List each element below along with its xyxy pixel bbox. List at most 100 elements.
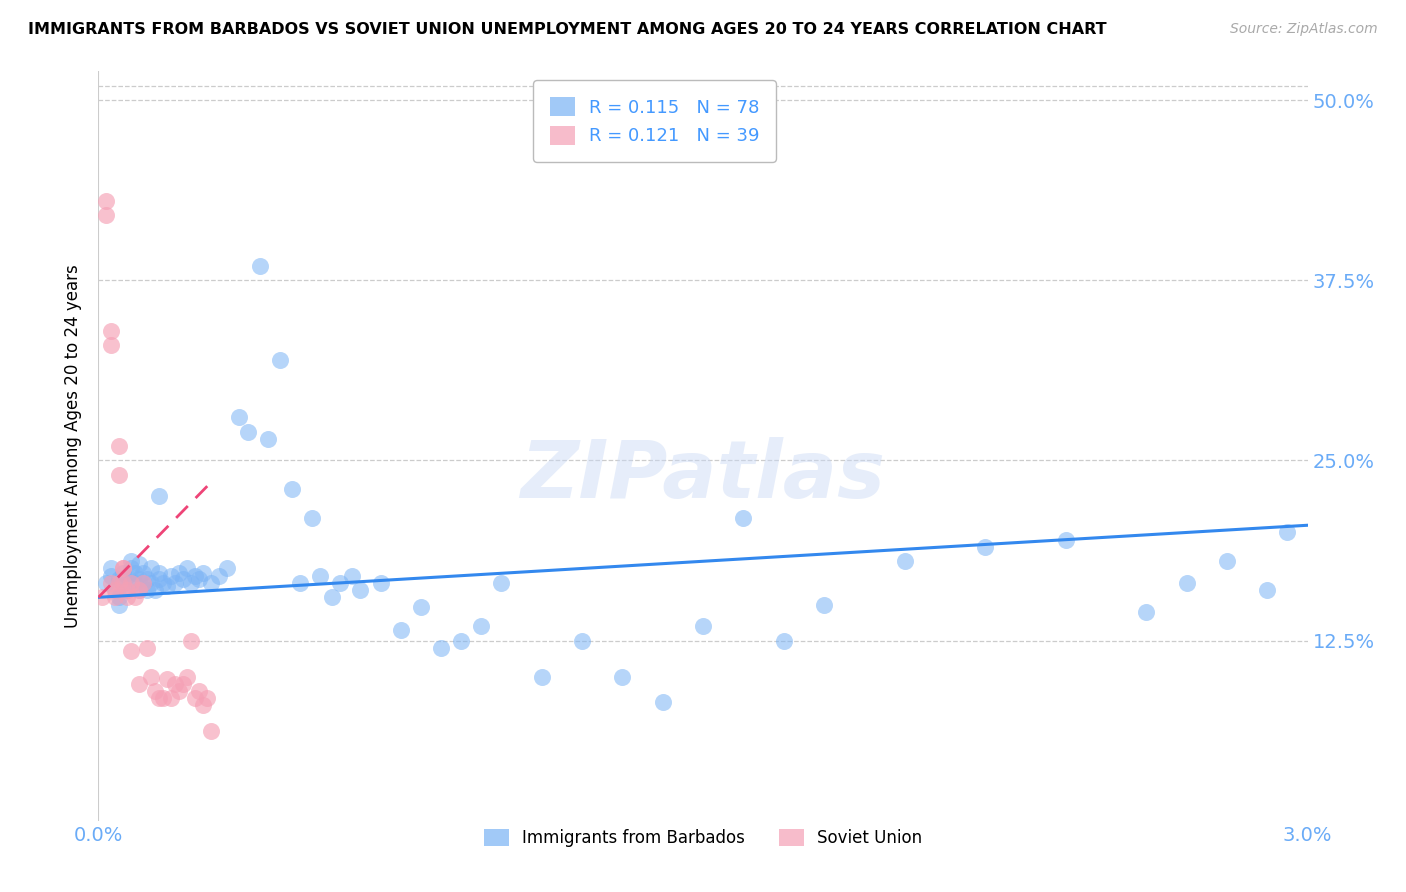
Point	[409, 600, 432, 615]
Point	[107, 467, 129, 482]
Point	[160, 691, 183, 706]
Point	[100, 568, 122, 582]
Point	[167, 684, 190, 698]
Point	[188, 572, 211, 586]
Point	[176, 669, 198, 683]
Point	[115, 568, 138, 582]
Point	[329, 575, 352, 590]
Point	[1256, 583, 1278, 598]
Point	[184, 691, 207, 706]
Point	[148, 566, 170, 580]
Point	[132, 575, 155, 590]
Point	[107, 572, 129, 586]
Point	[172, 572, 194, 586]
Point	[96, 209, 118, 223]
Point	[342, 568, 364, 582]
Point	[450, 633, 472, 648]
Point	[974, 540, 997, 554]
Point	[733, 511, 755, 525]
Text: IMMIGRANTS FROM BARBADOS VS SOVIET UNION UNEMPLOYMENT AMONG AGES 20 TO 24 YEARS : IMMIGRANTS FROM BARBADOS VS SOVIET UNION…	[28, 22, 1107, 37]
Point	[143, 684, 166, 698]
Point	[100, 324, 122, 338]
Point	[301, 511, 323, 525]
Point	[111, 561, 134, 575]
Point	[107, 598, 129, 612]
Point	[200, 575, 222, 590]
Point	[96, 575, 118, 590]
Point	[195, 691, 218, 706]
Point	[148, 691, 170, 706]
Point	[208, 568, 231, 582]
Point	[288, 575, 311, 590]
Point	[228, 410, 250, 425]
Point	[156, 579, 179, 593]
Point	[107, 575, 129, 590]
Point	[124, 591, 146, 605]
Point	[167, 566, 190, 580]
Point	[389, 624, 412, 638]
Point	[692, 619, 714, 633]
Point	[651, 696, 673, 710]
Point	[107, 591, 129, 605]
Point	[103, 583, 125, 598]
Point	[188, 684, 211, 698]
Point	[128, 583, 150, 598]
Point	[152, 691, 174, 706]
Point	[128, 677, 150, 691]
Point	[128, 557, 150, 571]
Point	[103, 591, 125, 605]
Point	[100, 575, 122, 590]
Point	[1054, 533, 1077, 547]
Point	[120, 643, 142, 657]
Point	[96, 194, 118, 208]
Point	[143, 583, 166, 598]
Point	[309, 568, 332, 582]
Point	[139, 561, 162, 575]
Point	[772, 633, 794, 648]
Point	[135, 640, 157, 655]
Text: Source: ZipAtlas.com: Source: ZipAtlas.com	[1230, 22, 1378, 37]
Point	[184, 568, 207, 582]
Point	[135, 583, 157, 598]
Point	[156, 673, 179, 687]
Point	[571, 633, 593, 648]
Text: ZIPatlas: ZIPatlas	[520, 437, 886, 515]
Point	[148, 572, 170, 586]
Point	[1175, 575, 1198, 590]
Point	[180, 633, 202, 648]
Point	[470, 619, 492, 633]
Point	[139, 669, 162, 683]
Point	[128, 572, 150, 586]
Point	[193, 566, 215, 580]
Point	[111, 566, 134, 580]
Point	[111, 575, 134, 590]
Y-axis label: Unemployment Among Ages 20 to 24 years: Unemployment Among Ages 20 to 24 years	[65, 264, 83, 628]
Point	[100, 338, 122, 352]
Point	[1216, 554, 1239, 568]
Point	[115, 583, 138, 598]
Point	[124, 575, 146, 590]
Point	[148, 490, 170, 504]
Point	[893, 554, 915, 568]
Point	[236, 425, 259, 439]
Point	[120, 561, 142, 575]
Point	[1135, 605, 1157, 619]
Point	[176, 561, 198, 575]
Point	[370, 575, 392, 590]
Point	[132, 575, 155, 590]
Point	[120, 575, 142, 590]
Point	[163, 575, 186, 590]
Point	[349, 583, 371, 598]
Point	[612, 669, 634, 683]
Point	[530, 669, 553, 683]
Point	[1277, 525, 1299, 540]
Point	[120, 554, 142, 568]
Point	[91, 591, 114, 605]
Point	[163, 677, 186, 691]
Point	[115, 591, 138, 605]
Point	[269, 352, 291, 367]
Point	[249, 259, 271, 273]
Point	[172, 677, 194, 691]
Point	[160, 568, 183, 582]
Point	[111, 575, 134, 590]
